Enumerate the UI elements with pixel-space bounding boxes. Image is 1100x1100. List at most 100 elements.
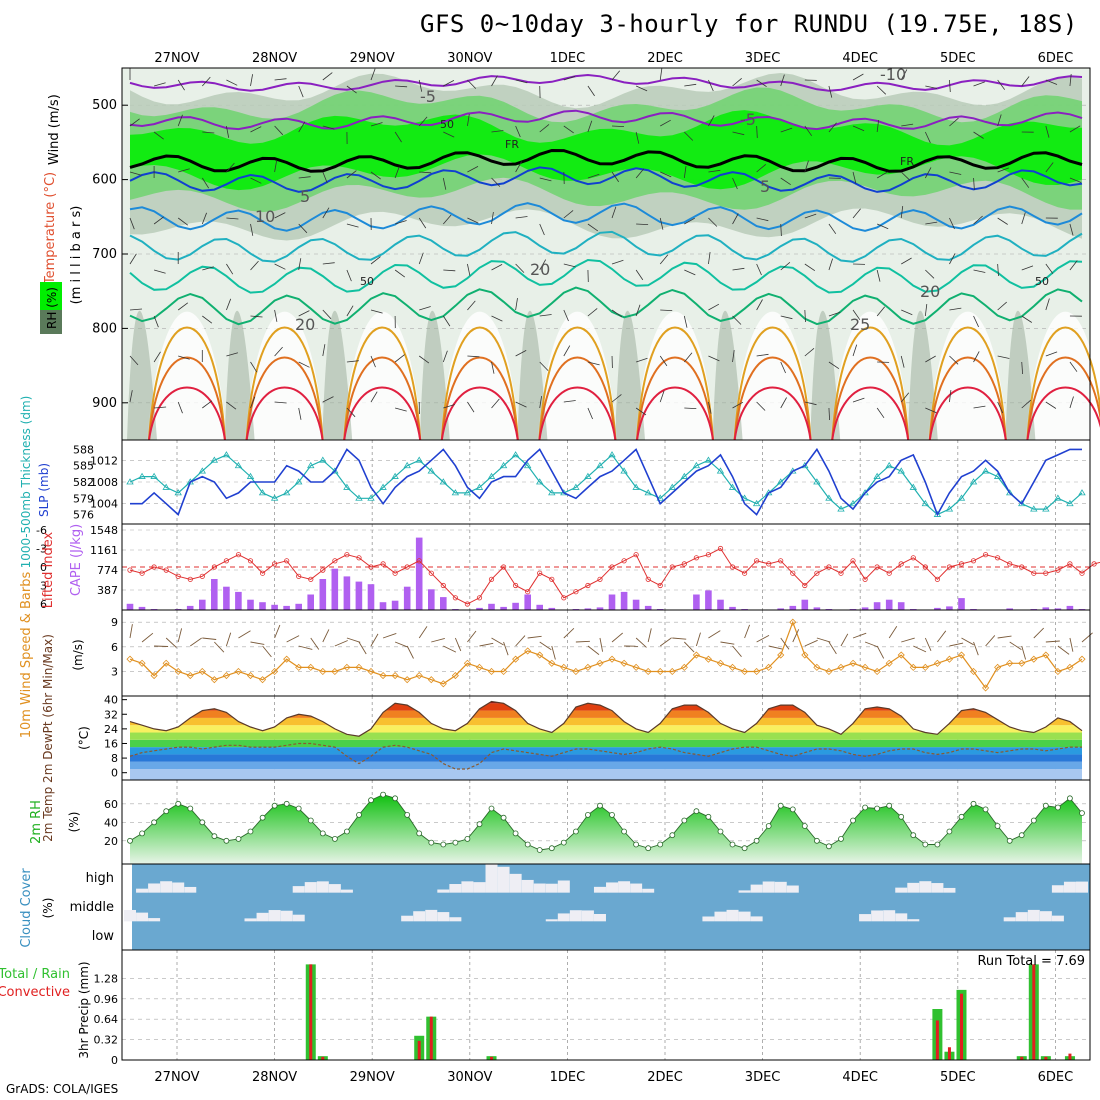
ytick-temp: 0 [111,767,118,780]
warm-contour [928,356,1007,441]
thickness-point [656,494,664,501]
cloud-cell [750,916,763,922]
wind-barb [852,125,865,132]
cloud-cell [172,882,185,893]
thickness-point [198,467,207,474]
precip-convective-bar [935,1020,939,1060]
lifted-index-point [982,552,989,558]
rh-point [127,837,133,844]
wind-barb [177,401,183,414]
wind-barb [467,355,480,358]
wind-barb [587,308,598,317]
cape-bar [415,537,423,610]
xtick-top-27NOV: 27NOV [154,51,199,66]
wind-barb [274,401,287,404]
ytick-precip: 0 [111,1054,118,1067]
wind-barb [491,130,504,133]
wind-barb-10m [443,645,457,653]
lifted-index-point [705,552,712,558]
rh-point [717,828,724,835]
wind-barb [900,392,910,403]
lifted-index-point [898,561,904,567]
thickness-point [704,456,713,463]
cape-bar [500,606,507,610]
moist-column [224,310,255,440]
xtick-bottom-2DEC: 2DEC [647,1070,683,1085]
wind-barb [177,302,189,311]
thickness-point [391,472,399,479]
lifted-index-point [561,595,567,601]
lifted-index-point [669,564,675,570]
cape-bar [584,608,592,610]
thickness-point [343,483,351,490]
wind-barb-10m [454,637,462,652]
wind-barb [732,131,745,136]
cloud-cell [437,889,450,893]
wind-barb [250,126,262,133]
wind-barb [635,85,648,92]
wind-speed-point [801,651,809,659]
wind-barb [394,269,406,278]
rh-point [982,806,989,813]
thickness-point [825,494,833,501]
wind-speed-point [1066,663,1074,671]
wind-speed-point [994,663,1002,671]
cloud-cell [1039,911,1052,922]
wind-speed-point [596,659,604,667]
wind-barb [780,74,785,87]
rh-point [247,828,254,835]
dry-column [732,311,813,440]
xtick-bottom-1DEC: 1DEC [550,1070,586,1085]
cape-bar [1006,608,1013,610]
ytick-slp: 1004 [90,498,118,511]
thickness-point [174,489,182,496]
lifted-index-point [850,558,856,564]
cape-bar [247,599,254,610]
wind-barb [973,81,985,87]
wind-barb [178,168,190,173]
xtick-top-1DEC: 1DEC [550,51,586,66]
wind-barb [587,407,593,420]
rh-point [307,817,314,824]
wind-barb-10m [804,639,818,647]
dry-column [635,311,715,440]
wind-barb-10m [286,635,300,643]
rh-point [295,805,302,812]
cape-bar [307,594,314,610]
cape-bar [126,603,134,610]
wind-speed-point [1030,655,1038,663]
wind-barb [925,269,935,279]
lifted-index-point [356,555,362,561]
wind-barb-10m [479,642,494,647]
wind-barb [346,305,354,317]
cape-bar [223,586,230,610]
wind-barb [1045,79,1058,85]
wind-barb-10m [202,637,217,640]
wind-barb [250,177,262,184]
moist-column [322,310,353,440]
wind-barb [322,309,332,320]
cape-bar [705,590,712,610]
wind-barb [394,354,405,363]
warm-contour [343,386,422,441]
rh-point [560,839,567,846]
wind-barb-10m [382,632,397,639]
wind-barb [780,223,782,237]
thickness-point [234,461,243,469]
lifted-index-point [488,576,495,582]
wind-barb [587,361,600,366]
wind-barb [370,122,383,127]
temp-contour [129,166,1083,193]
ytick-thickness: 582 [73,476,94,489]
cloud-cell [497,866,510,893]
wind-barb-10m [961,637,974,646]
wind-barb [515,216,528,219]
rh-point [898,813,905,820]
lifted-index-point [645,576,651,582]
wind-speed-point [728,663,737,671]
wind-barb [828,122,837,133]
precip-convective-bar [429,1016,433,1060]
thickness-point [475,483,484,490]
wind-barb-10m [599,637,604,652]
moist-column [615,310,645,440]
